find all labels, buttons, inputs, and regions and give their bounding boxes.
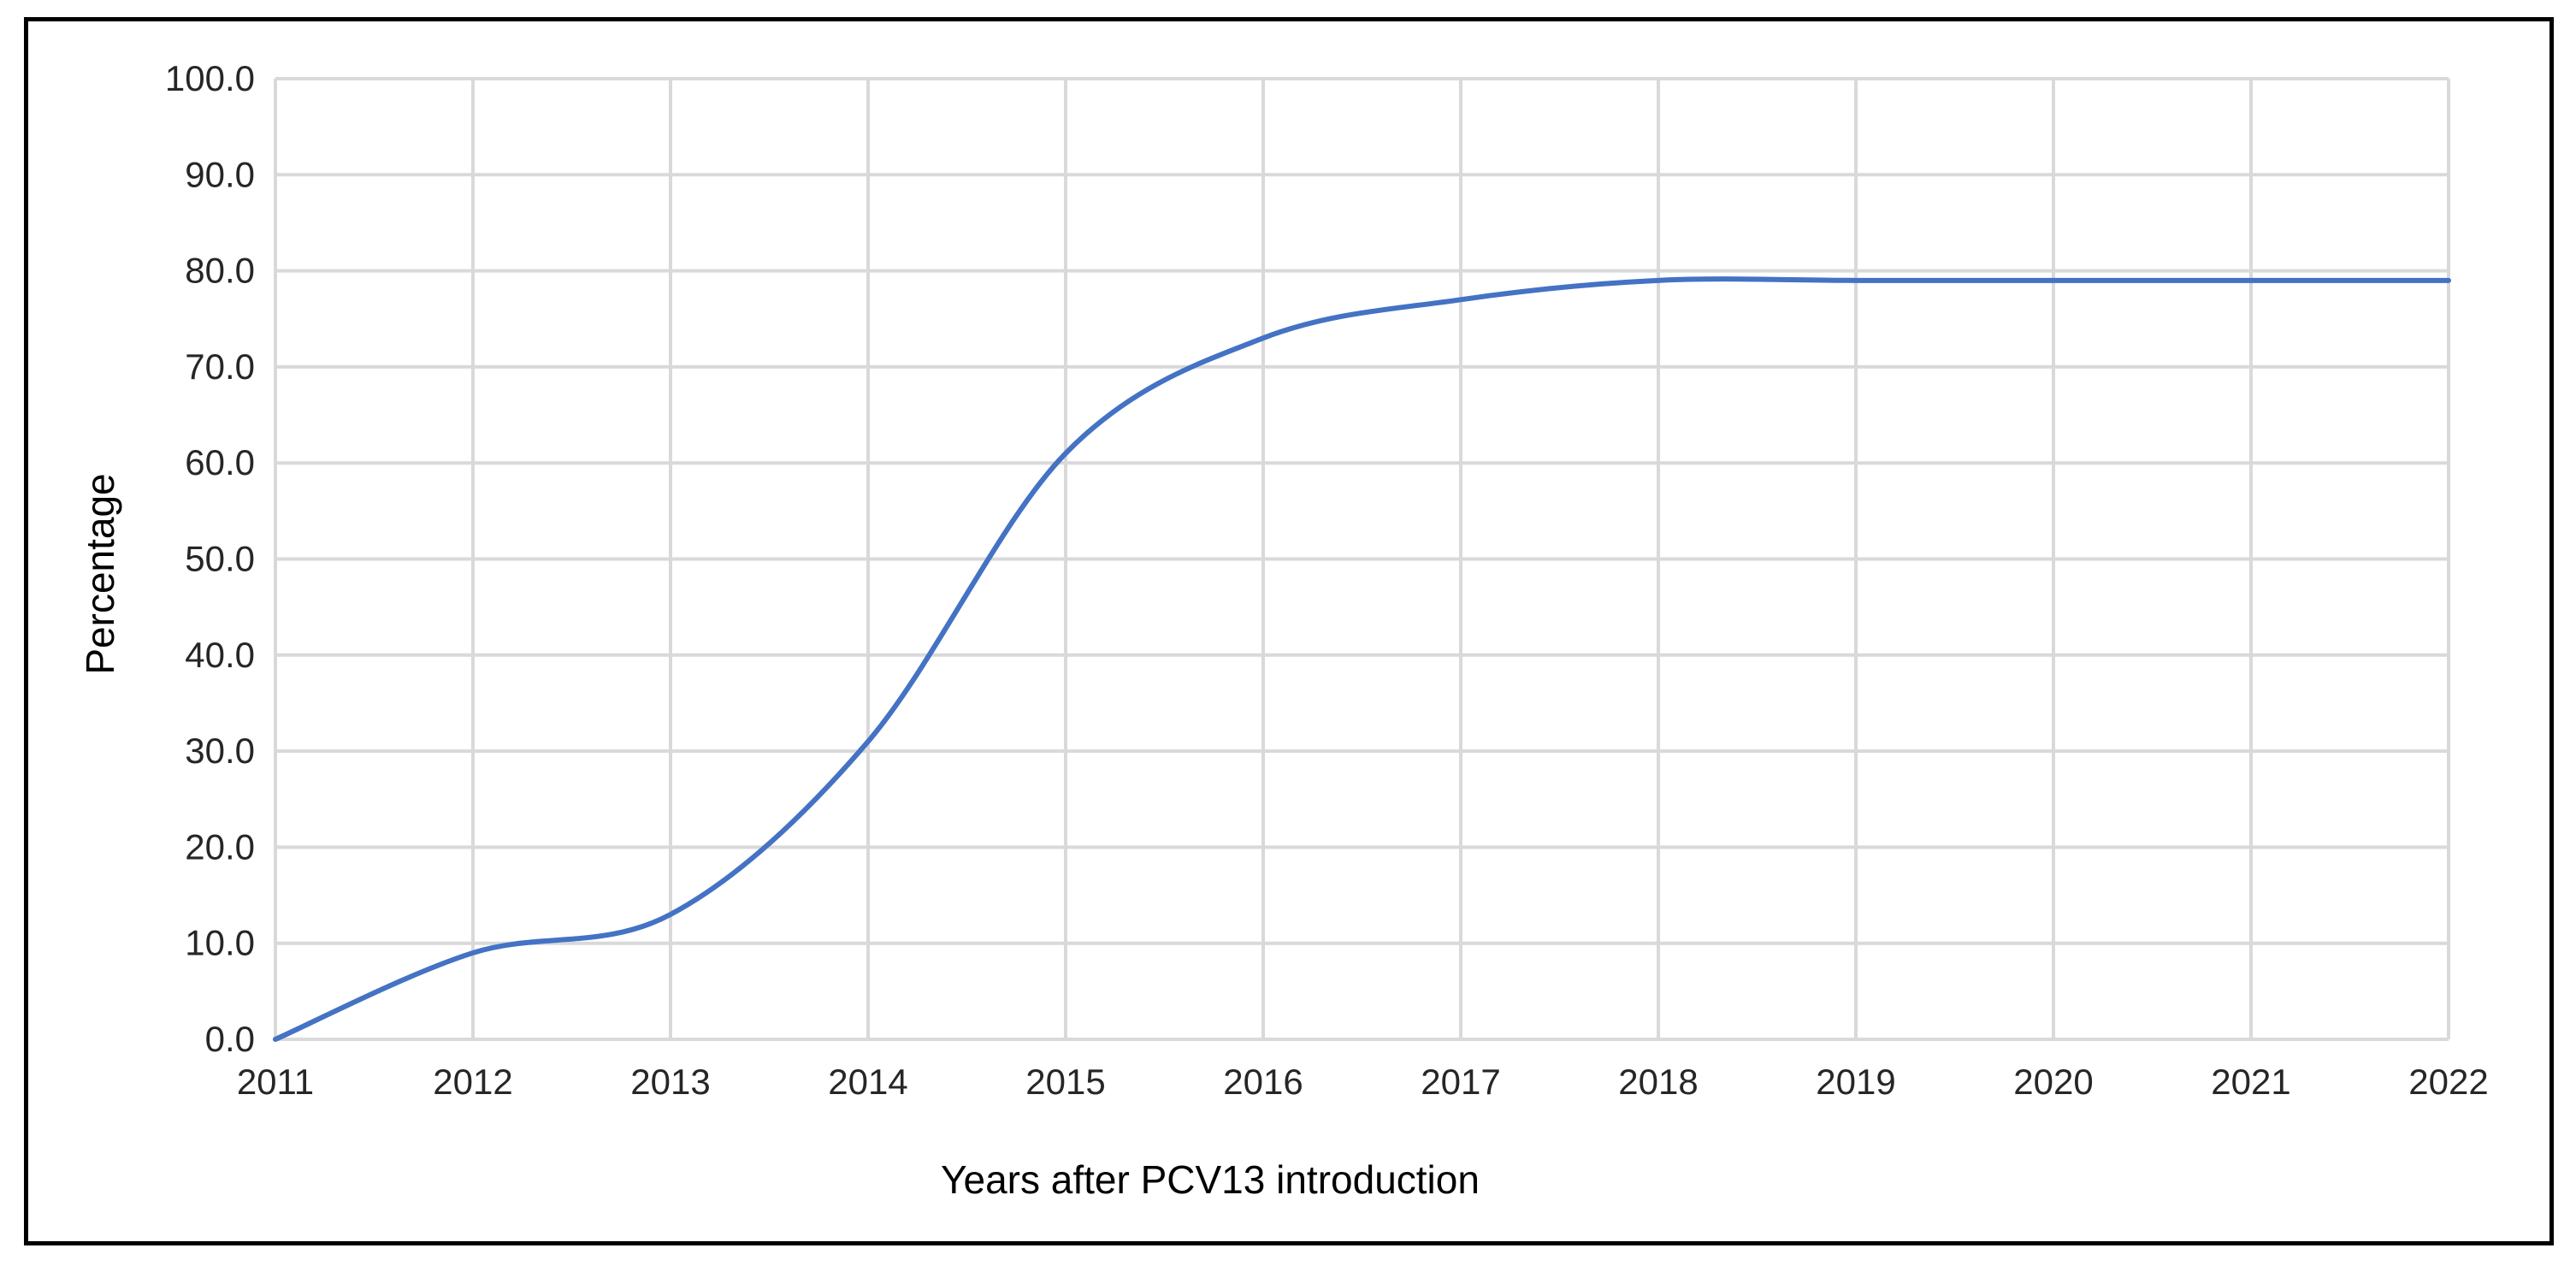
y-tick-label: 80.0 [185,251,255,291]
y-axis-title: Percentage [78,473,122,674]
series-lines [273,276,2451,1042]
line-chart: 0.0 10.0 20.0 30.0 40.0 50.0 60.0 70.0 80.0 90.0 1… [78,58,2489,1202]
x-tick-label: 2017 [1421,1062,1500,1102]
x-tick-label: 2012 [433,1062,512,1102]
x-axis-ticks: 2011 2012 2013 2014 2015 2016 2017 2018 2019 2020… [237,1062,2489,1102]
grid-lines [274,77,2450,1041]
x-tick-label: 2014 [828,1062,907,1102]
x-tick-label: 2019 [1816,1062,1895,1102]
x-tick-label: 2011 [237,1062,314,1102]
y-tick-label: 50.0 [185,539,255,579]
x-tick-label: 2018 [1618,1062,1698,1102]
y-tick-label: 90.0 [185,154,255,194]
x-tick-label: 2021 [2211,1062,2290,1102]
y-tick-label: 40.0 [185,635,255,675]
y-tick-label: 70.0 [185,346,255,387]
y-tick-label: 30.0 [185,731,255,771]
y-tick-label: 10.0 [185,923,255,963]
y-tick-label: 100.0 [165,58,255,98]
x-tick-label: 2020 [2013,1062,2093,1102]
y-axis-ticks: 0.0 10.0 20.0 30.0 40.0 50.0 60.0 70.0 80.0 90.0 1… [165,58,255,1059]
x-axis-title: Years after PCV13 introduction [941,1157,1480,1202]
x-tick-label: 2022 [2408,1062,2488,1102]
y-tick-label: 60.0 [185,442,255,482]
series-line [273,276,2451,1042]
x-tick-label: 2015 [1025,1062,1105,1102]
y-tick-label: 0.0 [205,1019,255,1059]
y-tick-label: 20.0 [185,826,255,867]
chart-frame: 0.0 10.0 20.0 30.0 40.0 50.0 60.0 70.0 80.0 90.0 1… [24,17,2554,1245]
x-tick-label: 2016 [1223,1062,1303,1102]
x-tick-label: 2013 [630,1062,710,1102]
